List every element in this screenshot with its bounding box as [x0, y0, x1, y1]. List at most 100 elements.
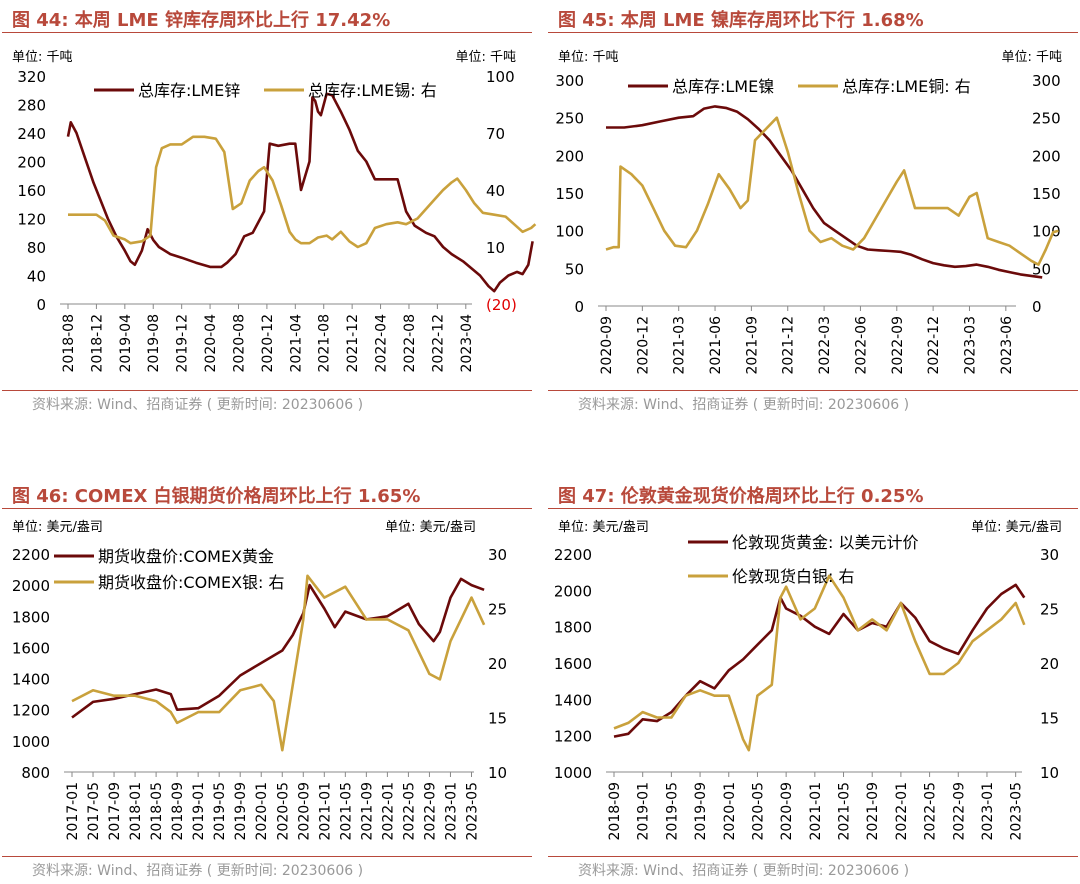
chart-title: 图 47: 伦敦黄金现货价格周环比上行 0.25%: [558, 486, 924, 507]
chart-title-bar: 图 45: 本周 LME 镍库存周环比下行 1.68%: [548, 2, 1078, 33]
y-left-tick-label: 1200: [554, 728, 592, 746]
y-left-tick-label: 1600: [554, 655, 592, 673]
y-left-tick-label: 2200: [12, 546, 50, 564]
y-left-tick-label: 1800: [12, 608, 50, 626]
y-left-tick-label: 2200: [554, 546, 592, 564]
x-tick-label: 2020-09: [599, 316, 615, 375]
y-right-tick-label: 20: [488, 655, 507, 673]
series-line-2: [71, 574, 486, 752]
chart-panel-london-gold: 图 47: 伦敦黄金现货价格周环比上行 0.25% 单位: 美元/盎司 单位: …: [548, 478, 1078, 884]
x-tick-label: 2022-05: [923, 782, 939, 841]
unit-right: 单位: 千吨: [455, 50, 516, 65]
series-line-2: [68, 135, 537, 249]
series-line-2: [605, 116, 1059, 266]
x-tick-label: 2018-05: [149, 782, 165, 841]
x-tick-label: 2021-09: [359, 782, 375, 841]
x-tick-label: 2021-06: [708, 316, 724, 375]
y-left-tick-label: 240: [17, 125, 46, 143]
x-tick-label: 2020-05: [275, 782, 291, 841]
y-right-tick-label: 30: [488, 546, 507, 564]
series-line-1: [606, 105, 1043, 279]
y-right-tick-label: 100: [1032, 223, 1061, 241]
y-right-tick-label: 10: [1040, 764, 1059, 782]
y-left-tick-label: 0: [36, 296, 46, 314]
legend-label: 伦敦现货白银: 右: [732, 567, 854, 586]
y-left-tick-label: 1000: [554, 764, 592, 782]
y-right-tick-label: 25: [488, 601, 507, 619]
y-left-tick-label: 1200: [12, 702, 50, 720]
y-left-tick-label: 2000: [554, 582, 592, 600]
x-tick-label: 2021-12: [781, 316, 797, 375]
x-tick-label: 2022-08: [402, 314, 418, 373]
chart-panel-comex-silver: 图 46: COMEX 白银期货价格周环比上行 1.65% 单位: 美元/盎司 …: [2, 478, 532, 884]
legend-label: 总库存:LME锡: 右: [308, 81, 437, 100]
y-left-tick-label: 1800: [554, 619, 592, 637]
x-tick-label: 2023-06: [999, 316, 1015, 375]
y-left-tick-label: 320: [17, 68, 46, 86]
y-right-tick-label: 40: [486, 182, 505, 200]
y-right-tick-label: 100: [486, 68, 515, 86]
y-right-tick-label: 250: [1032, 110, 1061, 128]
y-right-tick-label: 200: [1032, 147, 1061, 165]
y-left-tick-label: 1600: [12, 639, 50, 657]
chart-plot: 800 1000 1200 1400 1600 1800 2000 2200 10 15 20 25 3…: [12, 546, 507, 841]
x-tick-label: 2023-01: [980, 782, 996, 841]
x-tick-label: 2022-09: [951, 782, 967, 841]
source-divider: [2, 390, 532, 391]
y-left-tick-label: 300: [555, 72, 584, 90]
y-left-tick-label: 160: [17, 182, 46, 200]
chart-panel-zinc: 图 44: 本周 LME 锌库存周环比上行 17.42% 单位: 千吨 单位: …: [2, 2, 537, 422]
y-left-tick-label: 200: [17, 154, 46, 172]
source-note: 资料来源: Wind、招商证券 ( 更新时间: 20230606 ): [32, 863, 364, 879]
x-tick-label: 2022-01: [894, 782, 910, 841]
chart-title: 图 44: 本周 LME 锌库存周环比上行 17.42%: [12, 10, 391, 31]
y-right-tick-label: 10: [488, 764, 507, 782]
y-right-tick-label: 20: [1040, 655, 1059, 673]
unit-left: 单位: 千吨: [12, 50, 73, 65]
x-tick-label: 2017-09: [107, 782, 123, 841]
source-note: 资料来源: Wind、招商证券 ( 更新时间: 20230606 ): [578, 863, 910, 879]
chart-panel-nickel: 图 45: 本周 LME 镍库存周环比下行 1.68% 单位: 千吨 单位: 千…: [548, 2, 1078, 422]
x-tick-label: 2019-01: [191, 782, 207, 841]
y-left-tick-label: 80: [27, 239, 46, 257]
series-line-2: [613, 574, 1026, 752]
y-left-tick-label: 2000: [12, 577, 50, 595]
y-right-tick-label: 10: [486, 239, 505, 257]
x-tick-label: 2020-08: [231, 314, 247, 373]
y-left-tick-label: 280: [17, 97, 46, 115]
x-tick-label: 2020-12: [635, 316, 651, 375]
x-tick-label: 2023-01: [443, 782, 459, 841]
x-tick-label: 2021-01: [808, 782, 824, 841]
source-divider: [548, 390, 1078, 391]
legend-label: 总库存:LME锌: [138, 81, 240, 100]
x-tick-label: 2022-05: [401, 782, 417, 841]
chart-title-bar: 图 47: 伦敦黄金现货价格周环比上行 0.25%: [548, 478, 1078, 509]
x-tick-label: 2019-09: [233, 782, 249, 841]
x-tick-label: 2021-09: [744, 316, 760, 375]
x-tick-label: 2021-03: [672, 316, 688, 375]
y-left-tick-label: 120: [17, 211, 46, 229]
x-tick-label: 2023-04: [459, 314, 475, 373]
y-left-tick-label: 150: [555, 185, 584, 203]
y-left-tick-label: 1000: [12, 733, 50, 751]
x-tick-label: 2023-05: [1009, 782, 1025, 841]
x-tick-label: 2022-09: [890, 316, 906, 375]
unit-right: 单位: 千吨: [1001, 50, 1062, 65]
x-tick-label: 2019-08: [146, 314, 162, 373]
y-left-tick-label: 250: [555, 110, 584, 128]
unit-right: 单位: 美元/盎司: [385, 520, 476, 535]
x-tick-label: 2023-03: [962, 316, 978, 375]
y-right-tick-label: 0: [1032, 298, 1042, 316]
source-note: 资料来源: Wind、招商证券 ( 更新时间: 20230606 ): [32, 397, 364, 413]
x-tick-label: 2021-08: [317, 314, 333, 373]
legend-label: 总库存:LME铜: 右: [842, 77, 971, 96]
chart-plot: 1000 1200 1400 1600 1800 2000 2200 10 15 20 25 30 20…: [554, 533, 1059, 841]
x-tick-label: 2019-09: [693, 782, 709, 841]
x-tick-label: 2021-05: [837, 782, 853, 841]
x-tick-label: 2019-05: [212, 782, 228, 841]
x-tick-label: 2017-05: [86, 782, 102, 841]
x-tick-label: 2023-05: [464, 782, 480, 841]
x-tick-label: 2019-12: [175, 314, 191, 373]
x-tick-label: 2020-05: [750, 782, 766, 841]
x-tick-label: 2022-01: [380, 782, 396, 841]
